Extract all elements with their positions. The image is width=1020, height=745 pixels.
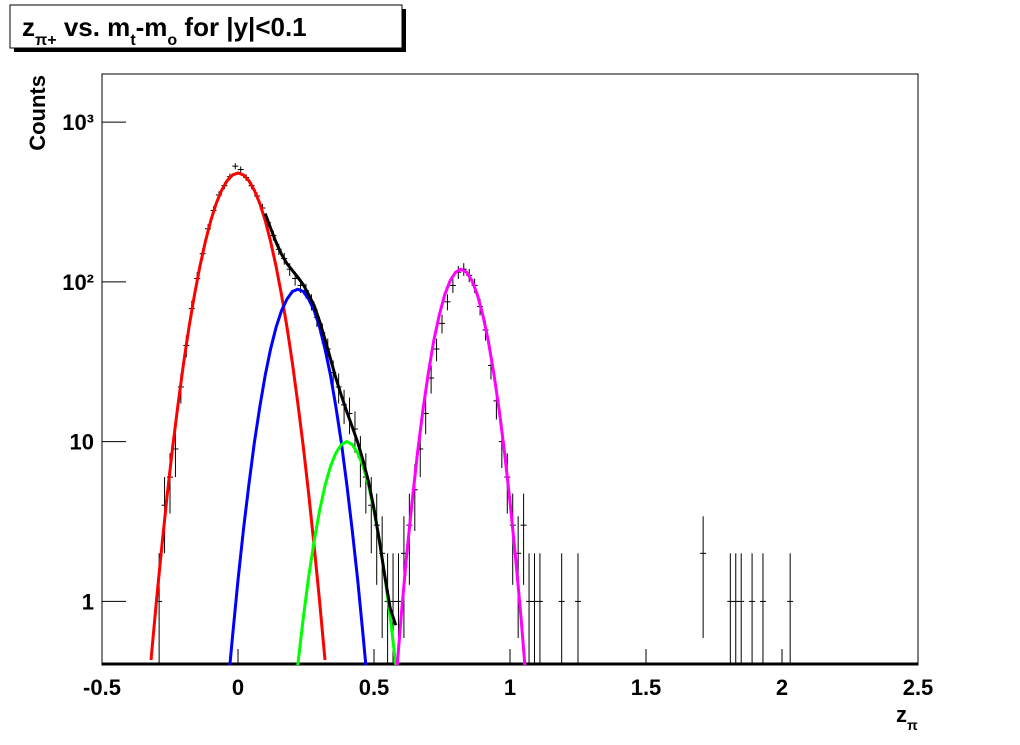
- data-point: [759, 553, 766, 665]
- data-point: [700, 516, 707, 639]
- fit-curve: [228, 287, 368, 665]
- plot-area: [102, 163, 918, 665]
- y-tick-label: 1: [82, 589, 94, 614]
- data-point: [787, 553, 794, 665]
- data-point: [531, 553, 538, 665]
- title-box: [9, 4, 403, 49]
- x-tick-label: 1.5: [631, 675, 662, 700]
- fit-curve: [263, 212, 398, 626]
- data-point: [727, 553, 734, 665]
- data-point: [738, 553, 745, 665]
- x-tick-label: 0: [232, 675, 244, 700]
- data-point: [439, 314, 445, 334]
- title-part: z: [22, 12, 35, 42]
- x-label-sub: π: [907, 717, 918, 733]
- title-part: for |y|<0.1: [177, 12, 306, 42]
- x-axis-label: zπ: [896, 702, 918, 733]
- y-tick-label: 10³: [62, 110, 94, 135]
- x-label-part: z: [896, 702, 907, 727]
- data-point: [575, 553, 581, 665]
- x-tick-label: 2.5: [903, 675, 934, 700]
- data-point: [444, 294, 451, 311]
- data-point: [449, 278, 456, 293]
- data-point: [749, 553, 756, 665]
- data-point: [520, 493, 527, 585]
- data-point: [433, 338, 440, 362]
- fit-curve: [395, 267, 527, 665]
- x-tick-label: 0.5: [359, 675, 390, 700]
- title-sub: π+: [35, 32, 57, 49]
- x-tick-label: 1: [504, 675, 516, 700]
- data-point: [732, 553, 739, 665]
- title-part: vs. m: [57, 12, 131, 42]
- x-tick-label: -0.5: [83, 675, 121, 700]
- fit-curve: [149, 171, 327, 661]
- data-point: [558, 553, 565, 665]
- y-axis-label: Counts: [25, 75, 50, 151]
- data-point: [526, 553, 533, 665]
- y-tick-label: 10²: [62, 270, 94, 295]
- y-tick-label: 10: [70, 430, 94, 455]
- chart-title: zπ+ vs. mt-mo for |y|<0.1: [22, 12, 307, 49]
- x-tick-label: 2: [776, 675, 788, 700]
- data-point: [232, 163, 239, 170]
- title-sub: t: [130, 32, 136, 49]
- frame: [101, 73, 919, 666]
- data-point: [237, 166, 244, 173]
- title-part: -m: [136, 12, 168, 42]
- data-point: [536, 553, 543, 665]
- title-sub: o: [167, 32, 177, 49]
